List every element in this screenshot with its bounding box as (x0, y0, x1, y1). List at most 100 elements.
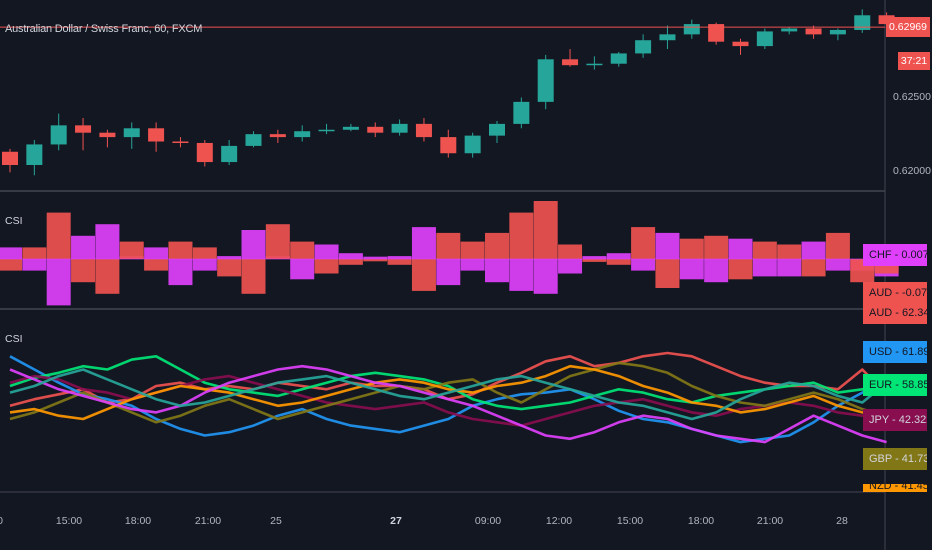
candle-body-11 (269, 134, 286, 138)
csi-bar-aud-0 (0, 259, 22, 271)
csi-bar-chf-26 (631, 259, 656, 271)
candle-body-7 (172, 141, 189, 143)
csi-bar-chf-12 (290, 259, 315, 280)
csi-bar-aud-13 (314, 259, 339, 274)
csi-bar-chf-8 (192, 259, 217, 271)
candle-body-22 (537, 59, 554, 102)
csi-bar-chf-3 (71, 235, 96, 259)
csi-bar-chf-31 (752, 259, 777, 277)
csi-bar-aud-8 (192, 247, 217, 259)
csi-bar-chf-27 (655, 232, 680, 259)
price-tick-0625: 0.62500 (893, 91, 931, 103)
candle-body-17 (415, 123, 432, 138)
x-tick-5: 27 (390, 515, 402, 527)
candle-body-27 (659, 34, 676, 41)
candle-body-2 (50, 125, 67, 145)
csi-bar-aud-28 (679, 238, 704, 259)
last-price-value: 0.62969 (889, 21, 927, 33)
candle-body-12 (294, 131, 311, 138)
csi-bar-aud-17 (411, 259, 436, 291)
candle-body-16 (391, 123, 408, 133)
csi-bar-chf-33 (801, 241, 826, 259)
strength-line-eur (9, 355, 887, 411)
strength-tag-gbp: GBP - 41.73513 (863, 448, 927, 470)
csi-bar-aud-27 (655, 259, 680, 288)
csi-bar-aud-12 (290, 241, 315, 259)
csi-tag-chf: CHF - 0.00706 (863, 244, 927, 266)
x-tick-6: 09:00 (474, 515, 502, 527)
candle-body-5 (123, 128, 140, 138)
csi-bar-aud-30 (728, 259, 753, 280)
csi-bar-aud-34 (825, 232, 850, 259)
candle-body-21 (513, 101, 530, 124)
csi-bar-aud-9 (217, 259, 242, 277)
csi-bar-aud-26 (631, 227, 656, 259)
csi-bar-aud-14 (338, 259, 363, 265)
csi-bar-chf-23 (558, 259, 583, 274)
csi-bar-chf-29 (704, 259, 729, 283)
candle-body-1 (26, 144, 43, 165)
csi-bar-aud-32 (777, 244, 802, 259)
csi-bar-chf-32 (777, 259, 802, 277)
strength-tag-eur: EUR - 58.85933 (863, 374, 927, 396)
candle-body-9 (221, 145, 238, 163)
csi-bar-chf-4 (95, 224, 120, 259)
candle-body-31 (756, 31, 773, 47)
countdown-tag: 37:21 (898, 52, 930, 70)
csi-bar-aud-1 (22, 247, 47, 259)
candle-body-10 (245, 134, 262, 146)
strength-tag-jpy: JPY - 42.32203 (863, 409, 927, 431)
csi-bar-aud-23 (558, 244, 583, 259)
candle-body-32 (781, 28, 798, 32)
candle-body-3 (75, 125, 92, 133)
x-tick-2: 18:00 (124, 515, 152, 527)
csi-tag-aud: AUD - -0.07349 (863, 282, 927, 304)
candle-body-24 (586, 63, 603, 66)
x-tick-0: 0 (0, 515, 3, 527)
x-tick-11: 28 (836, 515, 848, 527)
csi-bar-chf-25 (606, 253, 631, 259)
strength-line-nzd (9, 364, 887, 421)
candle-body-14 (342, 126, 359, 130)
x-tick-7: 12:00 (545, 515, 573, 527)
csi-bar-aud-33 (801, 259, 826, 277)
x-tick-10: 21:00 (756, 515, 784, 527)
csi-bar-aud-5 (119, 241, 144, 259)
csi-bar-chf-9 (217, 256, 242, 259)
strength-pane-label: CSI (5, 333, 23, 345)
csi-bar-aud-15 (363, 259, 388, 262)
csi-bar-aud-20 (485, 232, 509, 259)
candle-body-19 (464, 135, 481, 154)
csi-bar-chf-28 (679, 259, 704, 280)
countdown-value: 37:21 (900, 55, 928, 67)
csi-bar-aud-2 (46, 212, 71, 259)
csi-bar-aud-29 (704, 235, 729, 259)
csi-bar-aud-6 (144, 259, 169, 271)
csi-bar-chf-13 (314, 244, 339, 259)
csi-bar-aud-25 (606, 259, 631, 265)
candle-body-34 (829, 29, 846, 35)
csi-bar-aud-7 (168, 241, 193, 259)
csi-bar-chf-17 (411, 227, 436, 259)
candle-body-33 (805, 28, 822, 35)
csi-bar-chf-6 (144, 247, 169, 259)
strength-line-chf (9, 364, 887, 444)
candle-body-23 (562, 59, 579, 66)
csi-bar-chf-16 (387, 256, 412, 259)
candle-body-28 (683, 24, 700, 35)
strength-tag-aud: AUD - 62.34761 (863, 304, 927, 324)
candle-body-6 (148, 128, 165, 142)
csi-bar-aud-24 (582, 259, 607, 262)
candle-body-25 (610, 53, 627, 64)
price-tick-0620: 0.62000 (893, 165, 931, 177)
candle-body-35 (854, 15, 871, 30)
x-tick-1: 15:00 (55, 515, 83, 527)
candle-body-20 (489, 123, 505, 136)
csi-bar-chf-2 (46, 259, 71, 306)
strength-tag-usd: USD - 61.89513 (863, 341, 927, 363)
csi-bar-chf-34 (825, 259, 850, 271)
csi-pane-label: CSI (5, 215, 23, 227)
csi-bar-chf-24 (582, 256, 607, 259)
